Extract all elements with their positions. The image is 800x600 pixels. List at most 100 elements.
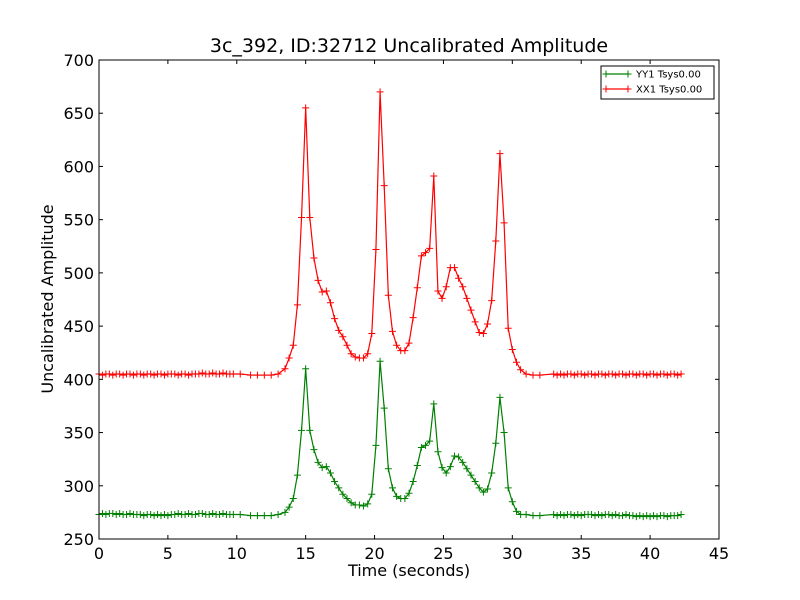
y-tick-label: 700 — [63, 51, 94, 70]
data-point — [343, 341, 351, 349]
data-point — [105, 370, 113, 378]
data-point — [629, 370, 637, 378]
data-point — [663, 513, 671, 521]
data-point — [591, 371, 599, 379]
data-point — [181, 370, 189, 378]
data-point — [267, 512, 275, 520]
data-point — [512, 358, 520, 366]
data-point — [484, 320, 492, 328]
data-point — [608, 370, 616, 378]
x-tick-label: 0 — [94, 544, 104, 563]
data-point — [253, 512, 261, 520]
y-tick-label: 650 — [63, 104, 94, 123]
series-1 — [95, 357, 685, 521]
data-point — [504, 324, 512, 332]
x-tick-label: 15 — [295, 544, 315, 563]
data-point — [570, 371, 578, 379]
data-point — [150, 512, 158, 520]
data-point — [157, 370, 165, 378]
data-point — [112, 511, 120, 519]
data-point — [126, 509, 134, 517]
data-point — [347, 350, 355, 358]
y-tick-label: 600 — [63, 157, 94, 176]
data-point — [409, 314, 417, 322]
legend-marker — [624, 85, 632, 93]
data-point — [198, 369, 206, 377]
data-point — [229, 511, 237, 519]
data-point — [314, 458, 322, 466]
data-point — [570, 512, 578, 520]
data-point — [430, 400, 438, 408]
data-point — [434, 448, 442, 456]
data-point — [643, 371, 651, 379]
data-point — [209, 369, 217, 377]
data-point — [306, 426, 314, 434]
data-point — [205, 511, 213, 519]
data-point — [393, 341, 401, 349]
x-tick-label: 20 — [364, 544, 384, 563]
x-tick-label: 25 — [433, 544, 453, 563]
data-point — [401, 495, 409, 503]
data-point — [253, 371, 261, 379]
data-point — [274, 370, 282, 378]
data-point — [430, 172, 438, 180]
data-point — [560, 371, 568, 379]
data-point — [376, 88, 384, 96]
data-point — [174, 509, 182, 517]
data-point — [302, 365, 310, 373]
data-point — [467, 306, 475, 314]
data-point — [116, 370, 124, 378]
data-point — [426, 437, 434, 445]
data-point — [632, 513, 640, 521]
x-axis-title: Time (seconds) — [347, 561, 470, 580]
data-point — [380, 404, 388, 412]
data-point — [492, 439, 500, 447]
legend-box — [600, 65, 715, 100]
data-point — [434, 287, 442, 295]
data-point — [577, 512, 585, 520]
y-tick-label: 500 — [63, 264, 94, 283]
data-point — [147, 370, 155, 378]
data-point — [298, 426, 306, 434]
data-point — [150, 371, 158, 379]
y-tick-label: 350 — [63, 424, 94, 443]
legend-marker — [602, 70, 610, 78]
data-point — [388, 327, 396, 335]
data-point — [247, 371, 255, 379]
data-point — [488, 297, 496, 305]
data-point — [160, 511, 168, 519]
data-point — [475, 328, 483, 336]
data-point — [422, 441, 430, 449]
data-point — [467, 471, 475, 479]
data-point — [459, 458, 467, 466]
data-point — [450, 452, 458, 460]
data-point — [650, 512, 658, 520]
data-point — [98, 371, 106, 379]
data-point — [553, 371, 561, 379]
data-point — [522, 370, 530, 378]
data-point — [247, 512, 255, 520]
y-axis-title: Uncalibrated Amplitude — [38, 204, 57, 393]
data-point — [471, 478, 479, 486]
data-point — [98, 509, 106, 517]
y-tick-label: 450 — [63, 317, 94, 336]
data-point — [401, 347, 409, 355]
y-axis: 250 300 350 400 450 500 550 600 650 700 — [63, 51, 719, 549]
data-point — [413, 284, 421, 292]
data-point — [335, 484, 343, 492]
data-point — [339, 333, 347, 341]
data-point — [455, 274, 463, 282]
data-point — [343, 495, 351, 503]
data-point — [629, 512, 637, 520]
data-point — [360, 502, 368, 510]
x-axis: 0 5 10 15 20 25 30 35 40 45 — [94, 60, 729, 563]
data-point — [302, 104, 310, 112]
data-point — [318, 464, 326, 472]
data-point — [185, 371, 193, 379]
data-point — [171, 511, 179, 519]
data-point — [536, 512, 544, 520]
y-tick-label: 300 — [63, 477, 94, 496]
data-point — [174, 371, 182, 379]
data-point — [475, 484, 483, 492]
